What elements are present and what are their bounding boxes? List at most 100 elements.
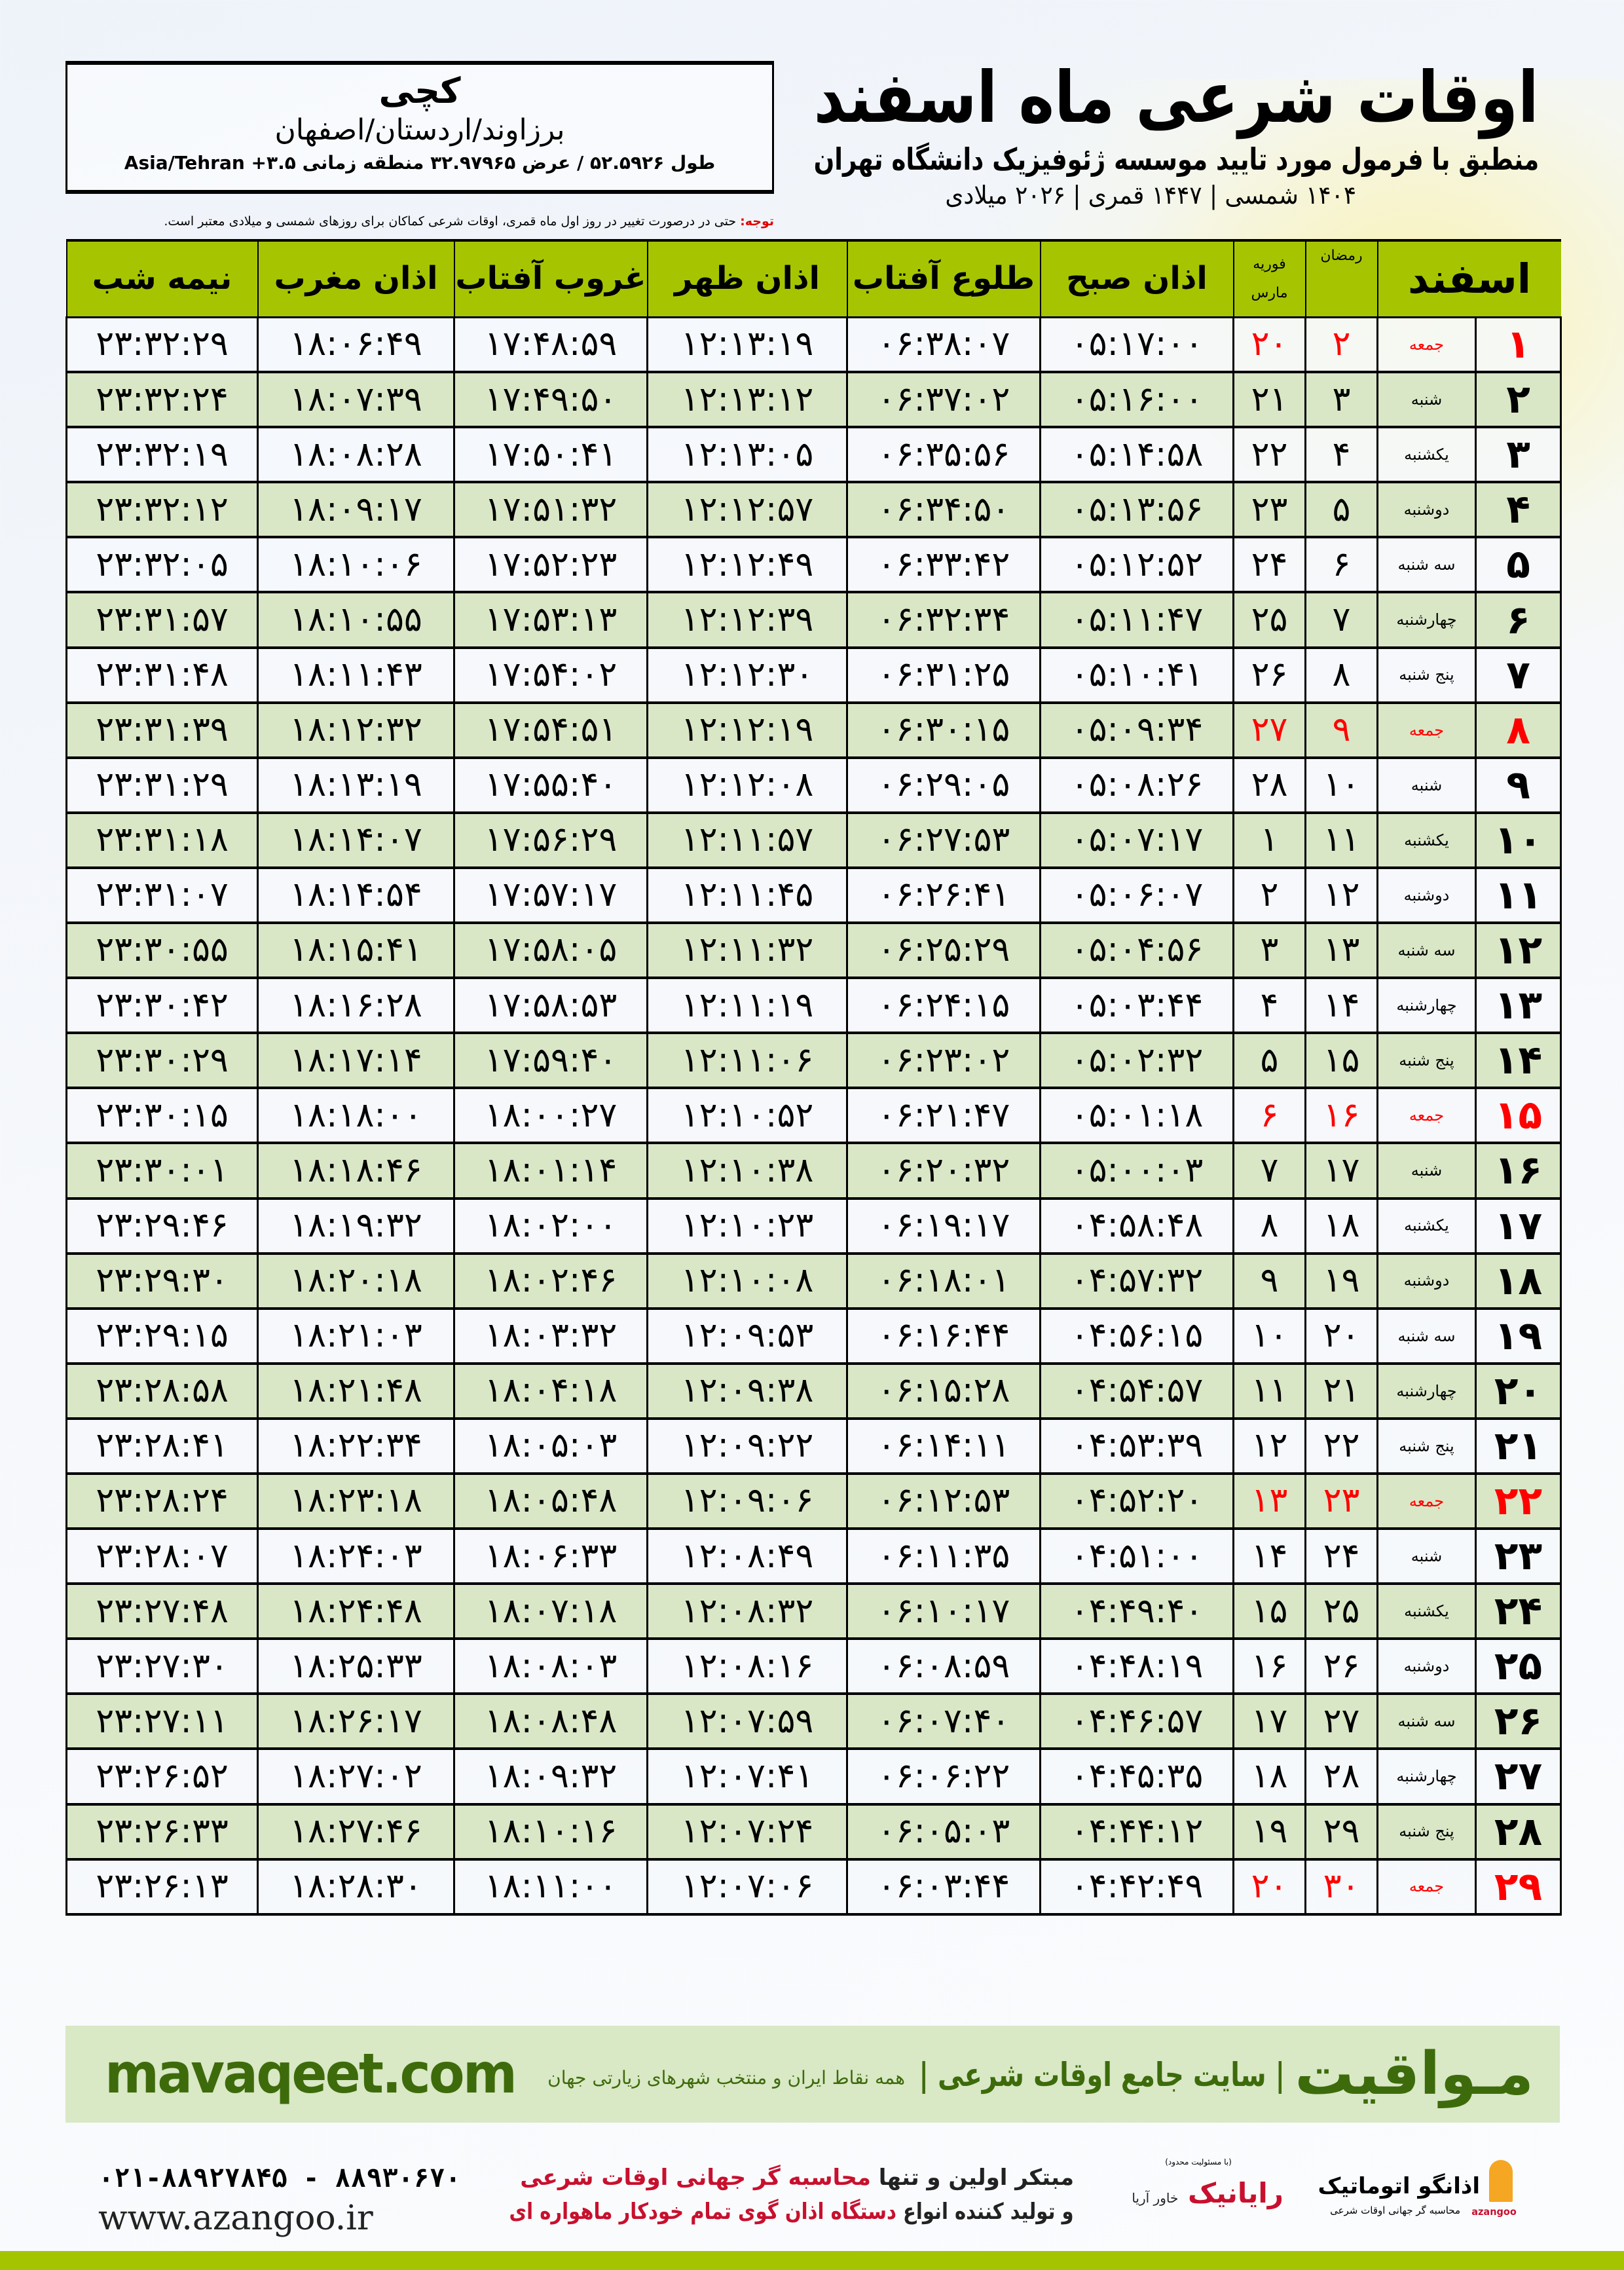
rayanik-tiny-box: (با مسئولیت محدود) bbox=[1113, 2156, 1283, 2168]
cell-fajr: ۰۴:۴۵:۳۵ bbox=[1039, 1747, 1234, 1806]
cell-sunrise: ۰۶:۲۳:۰۲ bbox=[846, 1032, 1041, 1090]
cell-gregorian: ۱۱ bbox=[1232, 1362, 1306, 1420]
cell-sunrise: ۰۶:۰۳:۴۴ bbox=[846, 1858, 1041, 1916]
mavaqeet-logo: مـواقیت bbox=[1295, 2039, 1534, 2108]
cell-sunset: ۱۷:۵۴:۵۱ bbox=[453, 701, 648, 759]
cell-sunset: ۱۸:۰۸:۴۸ bbox=[453, 1692, 648, 1751]
cell-day: ۱۶ bbox=[1475, 1142, 1562, 1200]
cell-day: ۱۰ bbox=[1475, 811, 1562, 869]
cell-weekday: پنج شنبه bbox=[1376, 1032, 1477, 1090]
year-line: ۱۴۰۴ شمسی | ۱۴۴۷ قمری | ۲۰۲۶ میلادی bbox=[944, 181, 1356, 210]
cell-day: ۲۹ bbox=[1475, 1858, 1562, 1916]
promo-line2-b: دستگاه اذان گوی تمام خودکار ماهواره ای bbox=[509, 2199, 897, 2225]
mavaqeet-tagline-secondary-box: همه نقاط ایران و منتخب شهرهای زیارتی جها… bbox=[538, 2064, 905, 2093]
cell-weekday: دوشنبه bbox=[1376, 481, 1477, 539]
azangoo-url[interactable]: www.azangoo.ir bbox=[98, 2199, 373, 2238]
table-row: ۱۶ شنبه ۱۷ ۷ ۰۵:۰۰:۰۳ ۰۶:۲۰:۳۲ ۱۲:۱۰:۳۸ ۱۸:۰۱:۱… bbox=[65, 1142, 1562, 1200]
prayer-times-table: اسفند رمضان فوریه مارس اذان صبح طلوع آفتا… bbox=[65, 239, 1562, 1916]
cell-ramadan: ۱۲ bbox=[1304, 866, 1378, 925]
cell-sunset: ۱۸:۰۲:۰۰ bbox=[453, 1197, 648, 1255]
header-midnight: نیمه شب bbox=[65, 239, 258, 317]
cell-maghrib: ۱۸:۱۸:۰۰ bbox=[257, 1087, 455, 1145]
header-sunrise: طلوع آفتاب bbox=[846, 239, 1041, 317]
cell-maghrib: ۱۸:۲۸:۳۰ bbox=[257, 1858, 455, 1916]
cell-ramadan: ۵ bbox=[1304, 481, 1378, 539]
cell-midnight: ۲۳:۳۰:۴۲ bbox=[65, 977, 259, 1035]
cell-sunset: ۱۷:۵۸:۰۵ bbox=[453, 921, 648, 980]
cell-dhuhr: ۱۲:۰۷:۵۹ bbox=[646, 1692, 848, 1751]
cell-sunset: ۱۷:۵۴:۰۲ bbox=[453, 646, 648, 704]
cell-day: ۳ bbox=[1475, 426, 1562, 484]
cell-sunset: ۱۷:۵۸:۵۳ bbox=[453, 977, 648, 1035]
cell-maghrib: ۱۸:۱۶:۲۸ bbox=[257, 977, 455, 1035]
cell-gregorian: ۱۲ bbox=[1232, 1417, 1306, 1475]
cell-sunset: ۱۷:۴۸:۵۹ bbox=[453, 316, 648, 374]
cell-gregorian: ۱۹ bbox=[1232, 1803, 1306, 1861]
cell-day: ۱۴ bbox=[1475, 1032, 1562, 1090]
cell-fajr: ۰۵:۱۰:۴۱ bbox=[1039, 646, 1234, 704]
cell-maghrib: ۱۸:۲۷:۰۲ bbox=[257, 1747, 455, 1806]
table-row: ۲ شنبه ۳ ۲۱ ۰۵:۱۶:۰۰ ۰۶:۳۷:۰۲ ۱۲:۱۳:۱۲ ۱۷:۴۹:۵۰… bbox=[65, 371, 1562, 429]
cell-sunrise: ۰۶:۳۳:۴۲ bbox=[846, 536, 1041, 594]
cell-gregorian: ۱۶ bbox=[1232, 1637, 1306, 1696]
cell-ramadan: ۲۴ bbox=[1304, 1527, 1378, 1586]
cell-weekday: جمعه bbox=[1376, 1858, 1477, 1916]
cell-maghrib: ۱۸:۰۶:۴۹ bbox=[257, 316, 455, 374]
cell-dhuhr: ۱۲:۱۲:۳۰ bbox=[646, 646, 848, 704]
cell-ramadan: ۱۴ bbox=[1304, 977, 1378, 1035]
cell-gregorian: ۲۷ bbox=[1232, 701, 1306, 759]
region-path: برزاوند/اردستان/اصفهان bbox=[274, 113, 565, 147]
cell-sunrise: ۰۶:۰۵:۰۳ bbox=[846, 1803, 1041, 1861]
cell-dhuhr: ۱۲:۱۰:۲۳ bbox=[646, 1197, 848, 1255]
table-row: ۱۱ دوشنبه ۱۲ ۲ ۰۵:۰۶:۰۷ ۰۶:۲۶:۴۱ ۱۲:۱۱:۴۵ ۱۷:۵۷… bbox=[65, 866, 1562, 925]
cell-dhuhr: ۱۲:۱۱:۱۹ bbox=[646, 977, 848, 1035]
cell-ramadan: ۹ bbox=[1304, 701, 1378, 759]
cell-sunset: ۱۸:۱۱:۰۰ bbox=[453, 1858, 648, 1916]
cell-fajr: ۰۴:۴۶:۵۷ bbox=[1039, 1692, 1234, 1751]
coords-line: طول ۵۲.۵۹۲۶ / عرض ۳۲.۹۷۹۶۵ منطقه زمانی ۳… bbox=[79, 149, 760, 177]
cell-ramadan: ۱۷ bbox=[1304, 1142, 1378, 1200]
cell-weekday: جمعه bbox=[1376, 701, 1477, 759]
cell-weekday: یکشنبه bbox=[1376, 1582, 1477, 1641]
cell-weekday: چهارشنبه bbox=[1376, 1362, 1477, 1420]
cell-midnight: ۲۳:۲۶:۵۲ bbox=[65, 1747, 259, 1806]
cell-dhuhr: ۱۲:۱۲:۳۹ bbox=[646, 591, 848, 649]
promo-line1-a: مبتکر اولین و تنها bbox=[870, 2165, 1074, 2191]
cell-weekday: سه شنبه bbox=[1376, 536, 1477, 594]
cell-ramadan: ۲۱ bbox=[1304, 1362, 1378, 1420]
cell-sunset: ۱۸:۰۸:۰۳ bbox=[453, 1637, 648, 1696]
cell-sunset: ۱۸:۰۱:۱۴ bbox=[453, 1142, 648, 1200]
table-row: ۱۹ سه شنبه ۲۰ ۱۰ ۰۴:۵۶:۱۵ ۰۶:۱۶:۴۴ ۱۲:۰۹:۵۳ ۱۸:… bbox=[65, 1307, 1562, 1365]
cell-midnight: ۲۳:۳۰:۲۹ bbox=[65, 1032, 259, 1090]
cell-midnight: ۲۳:۳۲:۲۴ bbox=[65, 371, 259, 429]
table-row: ۷ پنج شنبه ۸ ۲۶ ۰۵:۱۰:۴۱ ۰۶:۳۱:۲۵ ۱۲:۱۲:۳۰ ۱۷:۵… bbox=[65, 646, 1562, 704]
cell-ramadan: ۷ bbox=[1304, 591, 1378, 649]
cell-fajr: ۰۵:۰۳:۴۴ bbox=[1039, 977, 1234, 1035]
cell-sunset: ۱۸:۰۰:۲۷ bbox=[453, 1087, 648, 1145]
cell-fajr: ۰۵:۱۶:۰۰ bbox=[1039, 371, 1234, 429]
cell-day: ۱۲ bbox=[1475, 921, 1562, 980]
cell-midnight: ۲۳:۳۲:۲۹ bbox=[65, 316, 259, 374]
cell-sunrise: ۰۶:۰۸:۵۹ bbox=[846, 1637, 1041, 1696]
cell-sunrise: ۰۶:۲۰:۳۲ bbox=[846, 1142, 1041, 1200]
header-dhuhr: اذان ظهر bbox=[646, 239, 847, 317]
header-feb: فوریه bbox=[1253, 255, 1286, 272]
mosque-dome-icon bbox=[1489, 2160, 1513, 2202]
cell-dhuhr: ۱۲:۰۸:۴۹ bbox=[646, 1527, 848, 1586]
cell-sunset: ۱۷:۵۰:۴۱ bbox=[453, 426, 648, 484]
table-row: ۴ دوشنبه ۵ ۲۳ ۰۵:۱۳:۵۶ ۰۶:۳۴:۵۰ ۱۲:۱۲:۵۷ ۱۷:۵۱:… bbox=[65, 481, 1562, 539]
cell-ramadan: ۱۸ bbox=[1304, 1197, 1378, 1255]
cell-day: ۲۰ bbox=[1475, 1362, 1562, 1420]
bottom-bar bbox=[0, 2251, 1624, 2270]
city-name: کچی bbox=[378, 70, 461, 111]
table-row: ۱۴ پنج شنبه ۱۵ ۵ ۰۵:۰۲:۳۲ ۰۶:۲۳:۰۲ ۱۲:۱۱:۰۶ ۱۷:… bbox=[65, 1032, 1562, 1090]
cell-ramadan: ۱۰ bbox=[1304, 756, 1378, 814]
cell-midnight: ۲۳:۲۷:۱۱ bbox=[65, 1692, 259, 1751]
cell-fajr: ۰۴:۵۱:۰۰ bbox=[1039, 1527, 1234, 1586]
cell-day: ۴ bbox=[1475, 481, 1562, 539]
cell-sunrise: ۰۶:۱۵:۲۸ bbox=[846, 1362, 1041, 1420]
cell-sunrise: ۰۶:۲۶:۴۱ bbox=[846, 866, 1041, 925]
cell-ramadan: ۸ bbox=[1304, 646, 1378, 704]
mavaqeet-url[interactable]: mavaqeet.com bbox=[105, 2041, 517, 2106]
cell-gregorian: ۲۶ bbox=[1232, 646, 1306, 704]
